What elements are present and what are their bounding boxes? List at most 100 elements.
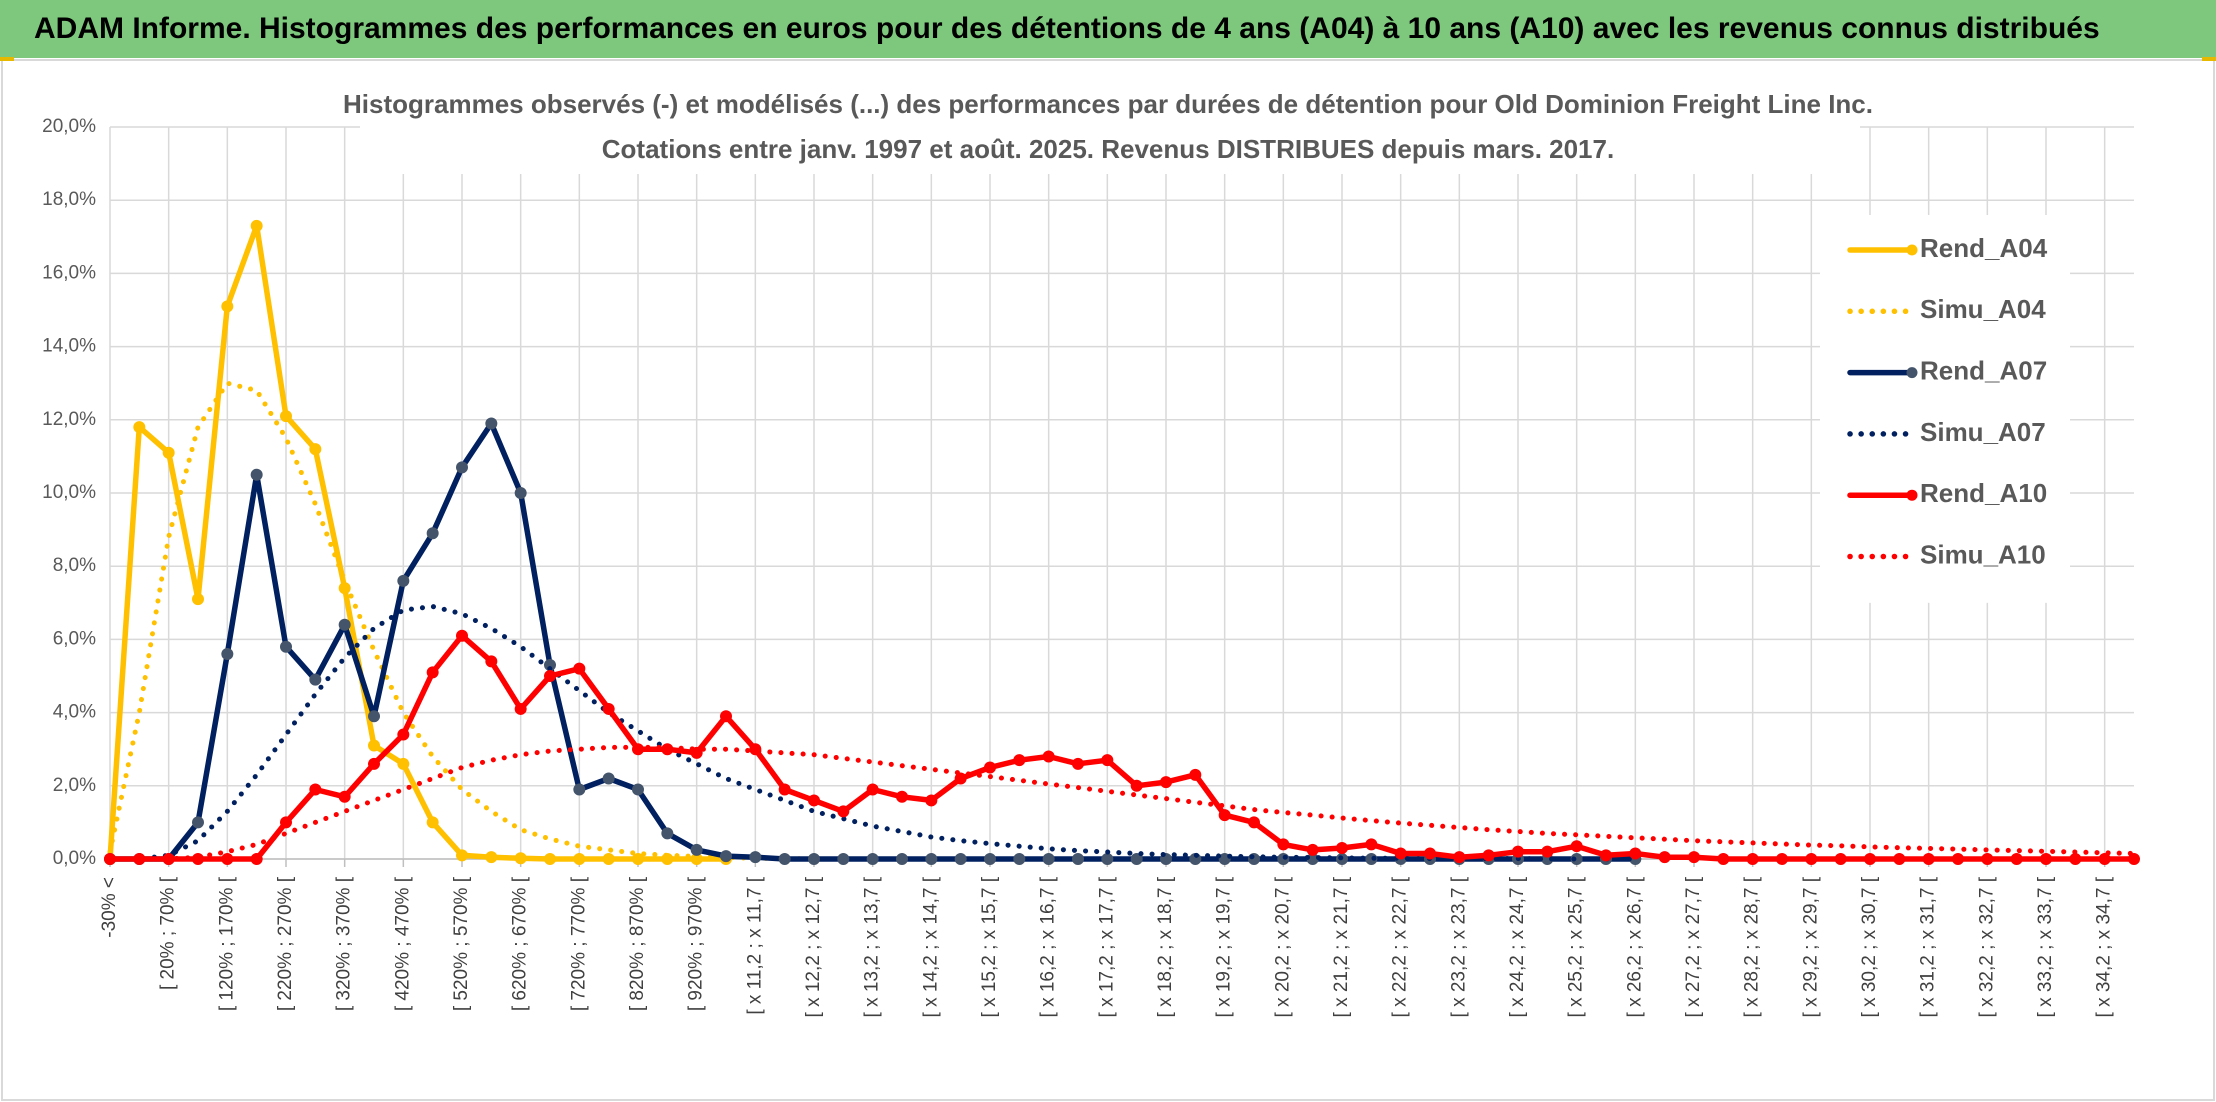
marker bbox=[1072, 853, 1084, 865]
x-tick-label: [ x 16,2 ; x 16,7 [ bbox=[1038, 876, 1059, 1017]
marker bbox=[514, 852, 527, 865]
marker bbox=[602, 772, 615, 785]
marker bbox=[1805, 853, 1818, 865]
grid: 0,0% 2,0% 4,0% 6,0% 8,0% 10,0% 12,0% 14,0% 16,0%… bbox=[42, 116, 2134, 1017]
marker bbox=[661, 827, 674, 840]
marker bbox=[896, 790, 908, 803]
marker bbox=[485, 417, 498, 430]
marker bbox=[192, 816, 204, 829]
x-tick-label: [ x 27,2 ; x 27,7 [ bbox=[1683, 876, 1704, 1017]
x-tick-label: [ 320% ; 370% [ bbox=[334, 876, 355, 1011]
marker bbox=[2040, 853, 2052, 865]
legend-bg bbox=[1820, 215, 2070, 603]
x-tick-label: [ x 13,2 ; x 13,7 [ bbox=[862, 876, 883, 1017]
series-line bbox=[107, 632, 2137, 862]
marker bbox=[925, 853, 938, 865]
x-tick-label: [ 920% ; 970% [ bbox=[686, 876, 707, 1011]
marker bbox=[1424, 847, 1436, 860]
marker bbox=[485, 851, 498, 864]
marker bbox=[1101, 853, 1114, 865]
marker bbox=[896, 853, 908, 865]
marker bbox=[133, 421, 146, 434]
marker bbox=[808, 853, 820, 865]
marker bbox=[866, 853, 879, 865]
marker bbox=[544, 853, 556, 865]
x-tick-label: [ x 11,2 ; x 11,7 [ bbox=[744, 876, 765, 1014]
marker bbox=[338, 790, 351, 803]
marker bbox=[1394, 847, 1407, 860]
marker bbox=[720, 850, 732, 863]
legend-label: Simu_A04 bbox=[1920, 294, 2046, 324]
legend-label: Rend_A04 bbox=[1920, 233, 2048, 263]
marker bbox=[984, 853, 996, 865]
y-tick-label: 2,0% bbox=[53, 775, 96, 796]
marker bbox=[573, 662, 586, 675]
y-tick-label: 18,0% bbox=[42, 189, 96, 210]
marker bbox=[1541, 845, 1554, 858]
marker bbox=[837, 853, 850, 865]
marker bbox=[1013, 853, 1026, 865]
marker bbox=[1277, 838, 1290, 851]
marker bbox=[602, 853, 615, 865]
title-bg bbox=[360, 84, 1860, 174]
marker bbox=[2128, 853, 2140, 865]
x-tick-label: [ x 21,2 ; x 21,7 [ bbox=[1331, 876, 1352, 1017]
marker bbox=[2069, 853, 2082, 865]
y-tick-label: 12,0% bbox=[42, 409, 96, 430]
marker bbox=[368, 757, 380, 770]
marker bbox=[1013, 754, 1026, 767]
y-tick-label: 4,0% bbox=[53, 702, 96, 723]
y-tick-label: 10,0% bbox=[42, 482, 96, 503]
marker bbox=[1101, 754, 1114, 767]
marker bbox=[1160, 776, 1172, 789]
marker bbox=[778, 783, 791, 796]
x-tick-label: [ 420% ; 470% [ bbox=[392, 876, 413, 1011]
marker bbox=[426, 527, 439, 540]
marker bbox=[602, 702, 615, 715]
marker bbox=[954, 772, 967, 785]
marker bbox=[954, 853, 967, 865]
chart-title: Histogrammes observés (-) et modélisés (… bbox=[343, 89, 1873, 119]
marker bbox=[1072, 757, 1084, 770]
marker bbox=[250, 853, 263, 865]
x-tick-label: [ x 12,2 ; x 12,7 [ bbox=[803, 876, 824, 1017]
marker bbox=[280, 640, 292, 653]
marker bbox=[544, 670, 556, 682]
legend: Rend_A04 Simu_A04 Rend_A07 Simu_A07 Rend_A10… bbox=[1820, 215, 2070, 603]
marker bbox=[1746, 853, 1759, 865]
marker bbox=[1218, 809, 1231, 822]
marker bbox=[1042, 750, 1055, 763]
marker bbox=[1893, 853, 1906, 865]
marker bbox=[221, 853, 234, 865]
series-line bbox=[107, 223, 729, 862]
marker bbox=[1130, 853, 1143, 865]
x-tick-label: [ x 20,2 ; x 20,7 [ bbox=[1272, 876, 1293, 1017]
marker bbox=[397, 728, 410, 741]
marker bbox=[426, 816, 439, 829]
marker bbox=[250, 468, 263, 481]
marker bbox=[456, 461, 468, 474]
marker bbox=[514, 487, 527, 499]
marker bbox=[1570, 840, 1583, 853]
y-tick-label: 16,0% bbox=[42, 262, 96, 283]
marker bbox=[1336, 842, 1348, 855]
marker bbox=[368, 739, 380, 752]
series-line bbox=[107, 744, 2137, 862]
legend-label: Rend_A10 bbox=[1920, 478, 2047, 508]
x-tick-label: [ x 19,2 ; x 19,7 [ bbox=[1214, 876, 1235, 1017]
x-tick-label: [ 120% ; 170% [ bbox=[216, 876, 237, 1011]
marker bbox=[2010, 853, 2023, 865]
x-tick-label: [ x 29,2 ; x 29,7 [ bbox=[1800, 876, 1821, 1017]
marker bbox=[397, 574, 410, 587]
chart-subtitle: Cotations entre janv. 1997 et août. 2025… bbox=[602, 134, 1614, 164]
marker bbox=[1952, 853, 1964, 865]
y-tick-label: 6,0% bbox=[53, 628, 96, 649]
marker bbox=[1776, 853, 1788, 865]
x-tick-label: -30% < bbox=[99, 877, 120, 938]
marker bbox=[1189, 768, 1202, 781]
marker bbox=[280, 816, 292, 829]
x-tick-label: [ 520% ; 570% [ bbox=[451, 876, 472, 1011]
y-tick-label: 8,0% bbox=[53, 555, 96, 576]
legend-label: Simu_A10 bbox=[1920, 539, 2046, 569]
